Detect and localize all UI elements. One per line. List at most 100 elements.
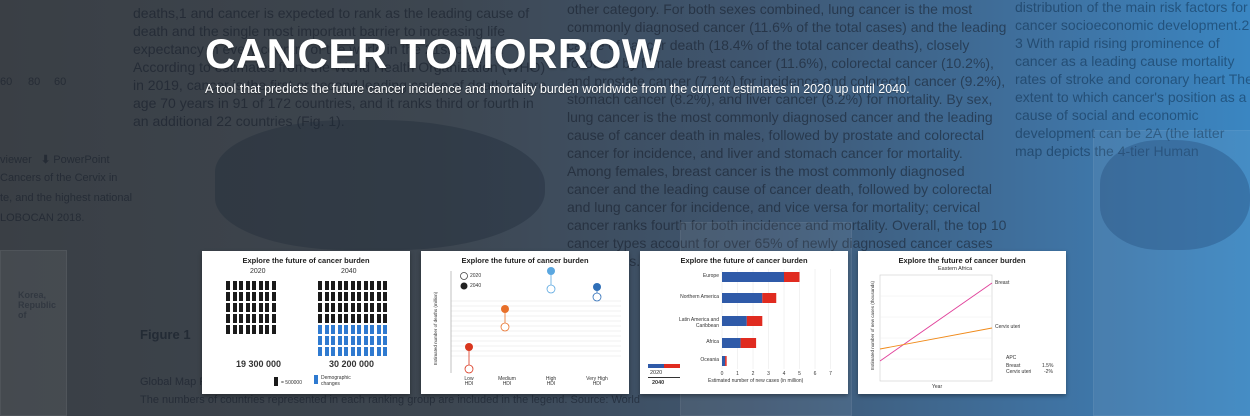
dot-2040 — [547, 267, 555, 275]
y-axis-label: Estimated number of new cases (thousands… — [870, 280, 876, 371]
card-title: Explore the future of cancer burden — [680, 256, 808, 265]
x-tick-label: 6 — [814, 371, 817, 377]
background-world-map-left — [215, 120, 545, 250]
person-icon — [331, 347, 335, 356]
person-icon — [350, 325, 355, 334]
person-icon — [232, 281, 237, 290]
bar-2020 — [722, 272, 784, 282]
person-icon — [344, 303, 348, 312]
person-icon — [357, 336, 361, 345]
person-icon — [271, 281, 276, 290]
x-tick-high: High HDI — [545, 376, 557, 387]
person-icon — [258, 314, 263, 323]
bar-2020 — [722, 338, 741, 348]
x-tick-medium: Medium HDI — [498, 376, 516, 387]
card-region-bars[interactable]: Explore the future of cancer burden 0 1 2 3… — [640, 251, 848, 394]
x-tick-label: 0 — [721, 371, 724, 377]
x-tick-low: Low HDI — [464, 376, 474, 387]
card-title: Explore the future of cancer burden — [898, 256, 1026, 265]
person-icon — [258, 325, 263, 334]
card-trend-chart[interactable]: Explore the future of cancer burden East… — [858, 251, 1066, 394]
x-axis-label: Estimated number of new cases (in millio… — [708, 378, 804, 384]
person-icon — [383, 292, 387, 301]
person-icon — [331, 325, 335, 334]
person-icon — [265, 292, 269, 301]
apc-row-cervix-value: -2% — [1044, 369, 1053, 375]
person-icon — [370, 303, 374, 312]
dot-2040 — [501, 305, 509, 313]
person-icon — [331, 281, 335, 290]
legend-2040-marker — [460, 282, 468, 290]
background-figure-label: Figure 1 — [140, 327, 191, 342]
background-caption-1: Global Map Pre — [140, 376, 217, 388]
person-icon — [337, 336, 342, 345]
person-icon — [232, 292, 237, 301]
person-icon — [239, 292, 243, 301]
region-label: Latin America and Caribbean — [678, 317, 719, 329]
person-icon — [271, 325, 276, 334]
person-icon — [363, 347, 368, 356]
card-pictogram[interactable]: Explore the future of cancer burden 2020… — [202, 251, 410, 394]
person-icon — [232, 303, 237, 312]
person-icon — [350, 292, 355, 301]
person-icon — [376, 325, 381, 334]
background-viewer-label: viewer ⬇ PowerPoint — [0, 154, 110, 166]
person-icon — [252, 325, 256, 334]
region-bars-svg: 0 1 2 3 4 5 6 7 — [721, 269, 832, 377]
person-icon — [363, 292, 368, 301]
x-tick-label: 3 — [767, 371, 770, 377]
background-side-text-2: te, and the highest national — [0, 192, 133, 204]
person-icon — [370, 325, 374, 334]
apc-title: APC — [1006, 355, 1017, 361]
apc-row-breast-name: Breast — [1006, 363, 1021, 369]
person-icon — [344, 292, 348, 301]
x-axis-label: Year — [932, 384, 943, 390]
person-blue-icon — [314, 375, 318, 384]
person-icon — [226, 314, 230, 323]
legend-2020-marker — [460, 272, 468, 280]
person-icon — [350, 347, 355, 356]
person-icon — [357, 281, 361, 290]
apc-row-cervix-name: Cervix uteri — [1006, 369, 1032, 375]
person-icon — [363, 314, 368, 323]
person-icon — [363, 281, 368, 290]
person-icon — [274, 377, 278, 386]
background-axis-80: 80 — [28, 76, 41, 88]
card-hdi-chart[interactable]: Explore the future of cancer burden 2020… — [421, 251, 629, 394]
x-tick-label: 5 — [798, 371, 801, 377]
background-axis-60b: 60 — [54, 76, 67, 88]
person-icon — [252, 314, 256, 323]
value-2040: 30 200 000 — [329, 359, 375, 369]
person-icon — [376, 336, 381, 345]
legend-2040-label: 2040 — [470, 283, 482, 289]
person-icon — [331, 303, 335, 312]
hdi-chart-svg — [450, 267, 621, 374]
person-icon — [258, 292, 263, 301]
person-icon — [232, 325, 237, 334]
person-icon — [376, 281, 381, 290]
bar-2020 — [722, 316, 747, 326]
person-icon — [245, 303, 250, 312]
dot-2020 — [500, 322, 510, 332]
person-icon — [344, 336, 348, 345]
person-icon — [376, 292, 381, 301]
person-icon — [376, 347, 381, 356]
person-icon — [258, 281, 263, 290]
person-icon — [370, 347, 374, 356]
person-icon — [357, 303, 361, 312]
person-icon — [245, 325, 250, 334]
legend-2020-label: 2020 — [470, 273, 482, 279]
person-icon — [226, 325, 230, 334]
person-icon — [337, 281, 342, 290]
dot-2020 — [546, 284, 556, 294]
dot-2040 — [465, 343, 473, 351]
person-icon — [383, 347, 387, 356]
x-tick-label: 2 — [752, 371, 755, 377]
x-tick-label: 4 — [783, 371, 786, 377]
person-icon — [245, 292, 250, 301]
person-icon — [271, 303, 276, 312]
bar-2020 — [722, 293, 763, 303]
background-left-panel — [0, 250, 67, 416]
person-icon — [350, 281, 355, 290]
person-icon — [337, 314, 342, 323]
